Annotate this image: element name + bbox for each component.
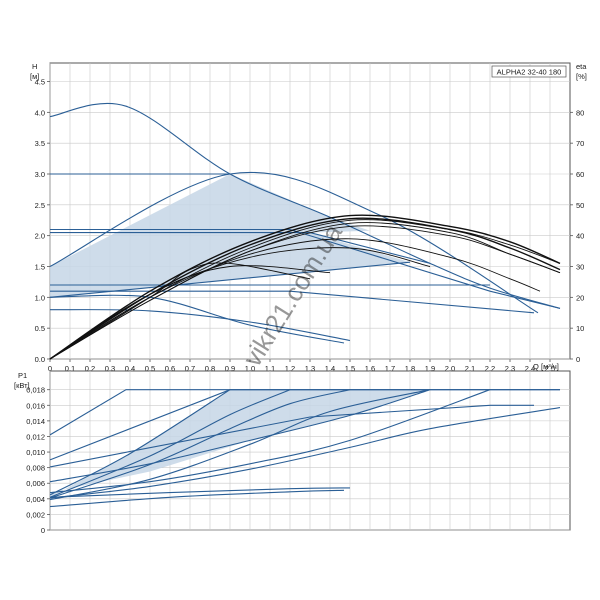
head-x-tick-label: 1,8 (405, 364, 415, 373)
head-curve (49, 309, 351, 342)
head-x-tick-label: 0,3 (105, 364, 115, 373)
eta-curve (49, 225, 561, 360)
head-curve (49, 102, 561, 309)
eta-unit: [%] (576, 72, 587, 81)
eta-label: eta (576, 62, 587, 71)
head-x-tick-label: 0,6 (165, 364, 175, 373)
head-y-tick-label: 1.5 (35, 263, 45, 272)
head-y-tick-label: 0.0 (35, 355, 45, 364)
eta-tick-label: 20 (576, 293, 584, 302)
power-y-tick-label: 0,012 (26, 432, 45, 441)
head-x-tick-label: 0 (48, 364, 52, 373)
eta-tick-label: 50 (576, 201, 584, 210)
power-y-tick-label: 0,010 (26, 448, 45, 457)
power-curve (49, 487, 351, 498)
eta-tick-label: 60 (576, 170, 584, 179)
head-yunit: [м] (30, 72, 39, 81)
head-y-tick-label: 3.0 (35, 170, 45, 179)
head-curve (49, 171, 539, 314)
head-x-tick-label: 0,4 (125, 364, 135, 373)
power-yunit: [кВт] (14, 381, 30, 390)
head-x-tick-label: 0,2 (85, 364, 95, 373)
power-ylabel: P1 (18, 371, 27, 380)
power-curve (49, 389, 231, 496)
head-x-tick-label: 0,7 (185, 364, 195, 373)
head-x-tick-label: 0,1 (65, 364, 75, 373)
eta-curve (49, 262, 311, 360)
power-curve (49, 489, 345, 508)
head-y-tick-label: 4.0 (35, 108, 45, 117)
head-x-tick-label: 1,9 (425, 364, 435, 373)
power-y-tick-label: 0,016 (26, 401, 45, 410)
head-x-tick-label: 2,3 (505, 364, 515, 373)
head-x-tick-label: 0,9 (225, 364, 235, 373)
power-curve (49, 389, 491, 494)
eta-tick-label: 70 (576, 139, 584, 148)
head-y-tick-label: 4.5 (35, 78, 45, 87)
head-curve (50, 290, 535, 314)
head-y-tick-label: 3.5 (35, 139, 45, 148)
head-x-tick-label: 1,5 (345, 364, 355, 373)
eta-tick-label: 80 (576, 108, 584, 117)
head-x-tick-label: 0,8 (205, 364, 215, 373)
head-x-tick-label: 1,1 (265, 364, 275, 373)
power-panel: 0 0,002 0,004 0,006 0,008 0,010 0,012 0,014 0,01… (14, 370, 571, 535)
power-operating-area (50, 389, 430, 498)
head-x-tick-label: 2,4 (525, 364, 535, 373)
eta-tick-label: 40 (576, 232, 584, 241)
power-y-tick-label: 0,008 (26, 464, 45, 473)
power-curve (49, 389, 291, 498)
head-x-tick-label: 1,4 (325, 364, 335, 373)
eta-tick-label: 10 (576, 324, 584, 333)
head-y-tick-label: 2.0 (35, 232, 45, 241)
eta-tick-label: 30 (576, 263, 584, 272)
eta-curve (49, 265, 331, 360)
head-ylabel: H (32, 62, 37, 71)
head-x-tick-label: 1,2 (285, 364, 295, 373)
power-curve (49, 389, 431, 501)
power-y-tick-label: 0 (41, 526, 45, 535)
head-x-tick-label: 1,3 (305, 364, 315, 373)
flow-xunit: [м³/ч] (541, 362, 559, 371)
power-curve (49, 404, 534, 468)
head-y-tick-label: 1.0 (35, 293, 45, 302)
head-panel: 0 0,1 0,2 0,3 0,4 0,5 0,6 0,7 0,8 0,9 1,0 1,1 1,2 1,3… (30, 62, 587, 373)
power-y-tick-label: 0,018 (26, 386, 45, 395)
head-x-tick-label: 2,0 (445, 364, 455, 373)
head-x-tick-label: 2,5 (545, 364, 555, 373)
chart-title-box (491, 65, 567, 78)
head-operating-area (50, 174, 410, 298)
eta-curve (49, 214, 561, 360)
head-curve (50, 228, 561, 309)
head-x-tick-label: 0,5 (145, 364, 155, 373)
eta-tick-label: 0 (576, 355, 580, 364)
head-x-tick-label: 1,0 (245, 364, 255, 373)
power-y-tick-label: 0,004 (26, 495, 45, 504)
chart-title: ALPHA2 32-40 180 (497, 68, 562, 77)
head-x-tick-label: 2,1 (465, 364, 475, 373)
power-curve (49, 389, 431, 483)
power-y-tick-label: 0,014 (26, 417, 45, 426)
head-y-tick-label: 0.5 (35, 324, 45, 333)
head-curve (49, 294, 345, 344)
power-y-tick-label: 0,002 (26, 510, 45, 519)
power-curve (49, 389, 351, 499)
head-x-tick-label: 1,6 (365, 364, 375, 373)
head-y-tick-label: 2.5 (35, 201, 45, 210)
head-x-tick-label: 1,7 (385, 364, 395, 373)
flow-xlabel: Q (533, 362, 539, 371)
head-x-tick-label: 2,2 (485, 364, 495, 373)
power-y-tick-label: 0,006 (26, 479, 45, 488)
power-curve (49, 407, 561, 499)
